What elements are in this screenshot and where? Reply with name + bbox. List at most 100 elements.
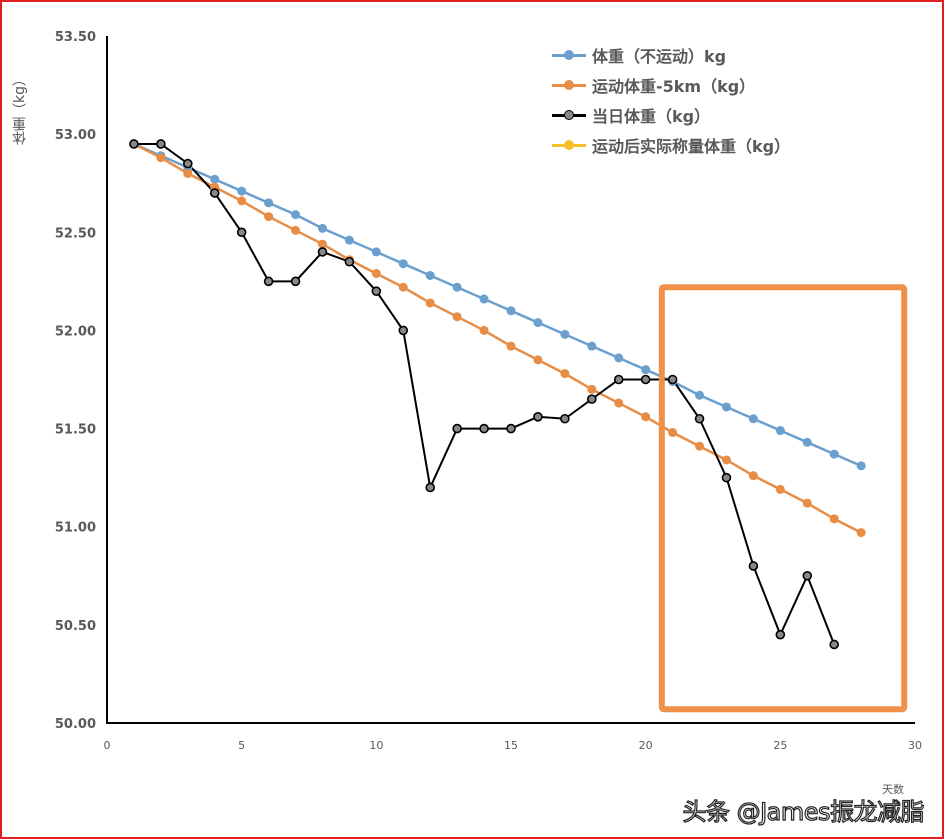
highlight-box (658, 284, 908, 713)
data-point-marker (586, 394, 597, 404)
x-tick-label: 25 (773, 739, 787, 752)
data-point-marker (533, 318, 543, 328)
data-point-marker (183, 168, 193, 178)
data-point-marker (506, 423, 516, 434)
legend-item-no-exercise: 体重（不运动）kg (552, 40, 790, 70)
data-point-marker (156, 139, 166, 149)
data-point-marker (748, 561, 759, 571)
data-point-marker (802, 437, 812, 447)
data-point-marker (856, 528, 866, 538)
data-point-marker (775, 629, 786, 640)
y-tick-label: 53.00 (55, 128, 96, 143)
data-point-marker (237, 186, 247, 196)
legend-item-post-exercise-weight: 运动后实际称量体重（kg） (552, 130, 790, 160)
series-line (133, 142, 862, 534)
data-point-marker (209, 188, 220, 198)
data-point-marker (748, 471, 758, 481)
legend-marker-icon (552, 109, 586, 121)
data-point-marker (829, 639, 840, 650)
data-point-marker (344, 235, 354, 245)
data-point-marker (183, 158, 193, 169)
x-axis-title: 天数 (882, 783, 904, 796)
data-point-marker (640, 374, 651, 385)
data-point-marker (236, 227, 247, 238)
data-point-marker (695, 390, 705, 400)
x-tick-label: 15 (504, 739, 518, 752)
data-point-marker (291, 225, 301, 235)
data-point-marker (237, 196, 247, 206)
data-point-marker (398, 325, 409, 336)
data-point-marker (398, 259, 408, 269)
data-point-marker (291, 210, 301, 220)
x-tick-label: 30 (908, 739, 922, 752)
data-point-marker (856, 461, 866, 471)
data-point-marker (425, 298, 435, 308)
x-tick-label: 20 (639, 739, 653, 752)
legend-item-exercise-5km: 运动体重-5km（kg） (552, 70, 790, 100)
data-point-marker (721, 472, 732, 483)
data-point-marker (317, 223, 327, 233)
data-point-marker (775, 426, 785, 436)
y-tick-label: 51.00 (55, 521, 96, 536)
data-point-marker (506, 306, 516, 316)
y-tick-label: 51.50 (55, 423, 96, 438)
legend: 体重（不运动）kg 运动体重-5km（kg） 当日体重（kg） 运动后实际称量体… (552, 40, 790, 160)
data-point-marker (264, 212, 274, 222)
data-point-marker (210, 174, 220, 184)
data-point-marker (452, 282, 462, 292)
data-point-marker (613, 374, 624, 385)
data-point-marker (425, 482, 436, 493)
data-point-marker (560, 369, 570, 379)
y-tick-label: 53.50 (55, 30, 96, 45)
data-point-marker (371, 286, 382, 296)
series-line (133, 142, 862, 468)
data-point-marker (398, 282, 408, 292)
data-point-marker (695, 441, 705, 451)
data-point-marker (829, 514, 839, 524)
legend-marker-icon (552, 49, 586, 61)
data-point-marker (290, 276, 301, 287)
data-point-marker (479, 423, 489, 434)
legend-marker-icon (552, 79, 586, 91)
data-point-marker (668, 427, 678, 437)
data-point-marker (533, 411, 543, 422)
data-point-marker (802, 570, 813, 581)
data-point-marker (641, 365, 651, 375)
data-point-marker (775, 484, 785, 494)
y-tick-label: 50.50 (55, 619, 96, 634)
data-point-marker (425, 270, 435, 280)
x-tick-label: 5 (238, 739, 245, 752)
data-point-marker (641, 412, 651, 422)
data-point-marker (802, 498, 812, 508)
data-point-marker (344, 256, 355, 267)
data-point-marker (614, 398, 624, 408)
data-point-marker (560, 329, 570, 339)
y-tick-label: 52.50 (55, 226, 96, 241)
watermark: 头条 @James振龙减脂 (682, 797, 925, 826)
data-point-marker (371, 247, 381, 257)
data-point-marker (721, 402, 731, 412)
data-point-marker (587, 384, 597, 394)
data-point-marker (506, 341, 516, 351)
y-axis-title: 体重（kg） (12, 72, 28, 145)
data-point-marker (263, 276, 274, 287)
x-tick-label: 10 (369, 739, 383, 752)
data-point-marker (371, 269, 381, 279)
data-point-marker (721, 455, 731, 465)
y-tick-label: 50.00 (55, 717, 96, 732)
x-tick-label: 0 (104, 739, 111, 752)
data-point-marker (479, 325, 489, 335)
data-point-marker (452, 423, 462, 434)
data-point-marker (129, 139, 139, 149)
data-point-marker (748, 414, 758, 424)
data-point-marker (317, 247, 328, 257)
data-point-marker (829, 449, 839, 459)
data-point-marker (317, 239, 327, 249)
legend-item-daily-weight: 当日体重（kg） (552, 100, 790, 130)
series-line (133, 142, 836, 645)
data-point-marker (533, 355, 543, 365)
data-point-marker (156, 153, 166, 163)
data-point-marker (479, 294, 489, 304)
